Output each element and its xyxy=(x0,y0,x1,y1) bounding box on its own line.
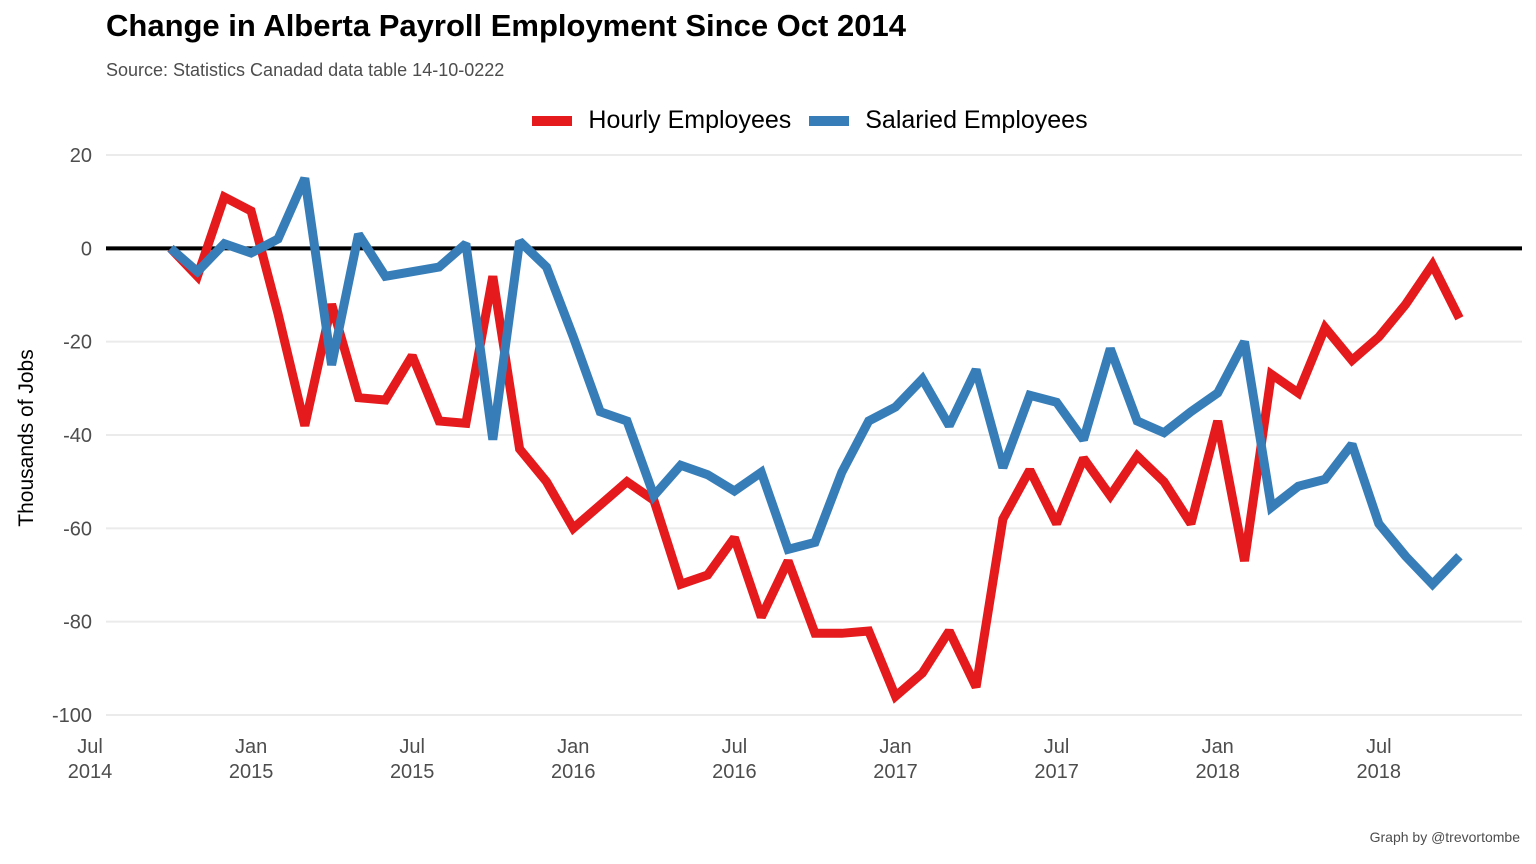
legend-key-hourly xyxy=(532,115,573,126)
x-tick-label-month: Jan xyxy=(879,736,911,758)
legend-label-hourly: Hourly Employees xyxy=(588,106,792,134)
x-tick-label-month: Jan xyxy=(557,736,589,758)
legend: Hourly Employees Salaried Employees xyxy=(0,106,1536,135)
legend-key-salaried xyxy=(809,115,850,126)
x-tick-label-month: Jan xyxy=(235,736,267,758)
y-axis-ticks: 20 0 -20 -40 -60 -80 -100 xyxy=(52,145,92,727)
x-tick-label-year: 2018 xyxy=(1195,761,1240,783)
chart-subtitle: Source: Statistics Canadad data table 14… xyxy=(106,60,505,80)
x-tick-label-year: 2014 xyxy=(68,761,113,783)
x-tick-label-year: 2016 xyxy=(551,761,596,783)
x-tick-label-year: 2017 xyxy=(873,761,918,783)
y-tick-label: 20 xyxy=(70,145,92,167)
x-tick-label-month: Jul xyxy=(77,736,103,758)
y-tick-label: -100 xyxy=(52,705,92,727)
series-line-salaried xyxy=(167,176,1463,591)
x-tick-label-year: 2018 xyxy=(1357,761,1402,783)
x-tick-label-month: Jul xyxy=(399,736,425,758)
y-tick-label: -80 xyxy=(63,612,92,634)
y-tick-label: 0 xyxy=(81,238,92,260)
series-lines xyxy=(167,176,1464,704)
x-tick-label-month: Jul xyxy=(1366,736,1392,758)
x-axis-ticks: Jul 2014 Jan 2015 Jul 2015 Jan 2016 Jul 2016 Jan 20… xyxy=(68,736,1401,783)
x-tick-label-year: 2015 xyxy=(229,761,274,783)
y-axis-title: Thousands of Jobs xyxy=(15,349,38,526)
x-tick-label-year: 2015 xyxy=(390,761,435,783)
x-tick-label-year: 2017 xyxy=(1034,761,1079,783)
x-tick-label-year: 2016 xyxy=(712,761,757,783)
legend-label-salaried: Salaried Employees xyxy=(865,106,1088,134)
y-tick-label: -60 xyxy=(63,518,92,540)
legend-item-hourly[interactable]: Hourly Employees xyxy=(532,106,791,135)
y-tick-label: -20 xyxy=(63,332,92,354)
series-line-hourly xyxy=(167,190,1464,704)
y-tick-label: -40 xyxy=(63,425,92,447)
x-tick-label-month: Jan xyxy=(1202,736,1234,758)
x-tick-label-month: Jul xyxy=(1044,736,1070,758)
legend-item-salaried[interactable]: Salaried Employees xyxy=(809,106,1088,135)
x-tick-label-month: Jul xyxy=(722,736,748,758)
chart-title: Change in Alberta Payroll Employment Sin… xyxy=(106,8,906,43)
chart-caption: Graph by @trevortombe xyxy=(1369,829,1520,845)
